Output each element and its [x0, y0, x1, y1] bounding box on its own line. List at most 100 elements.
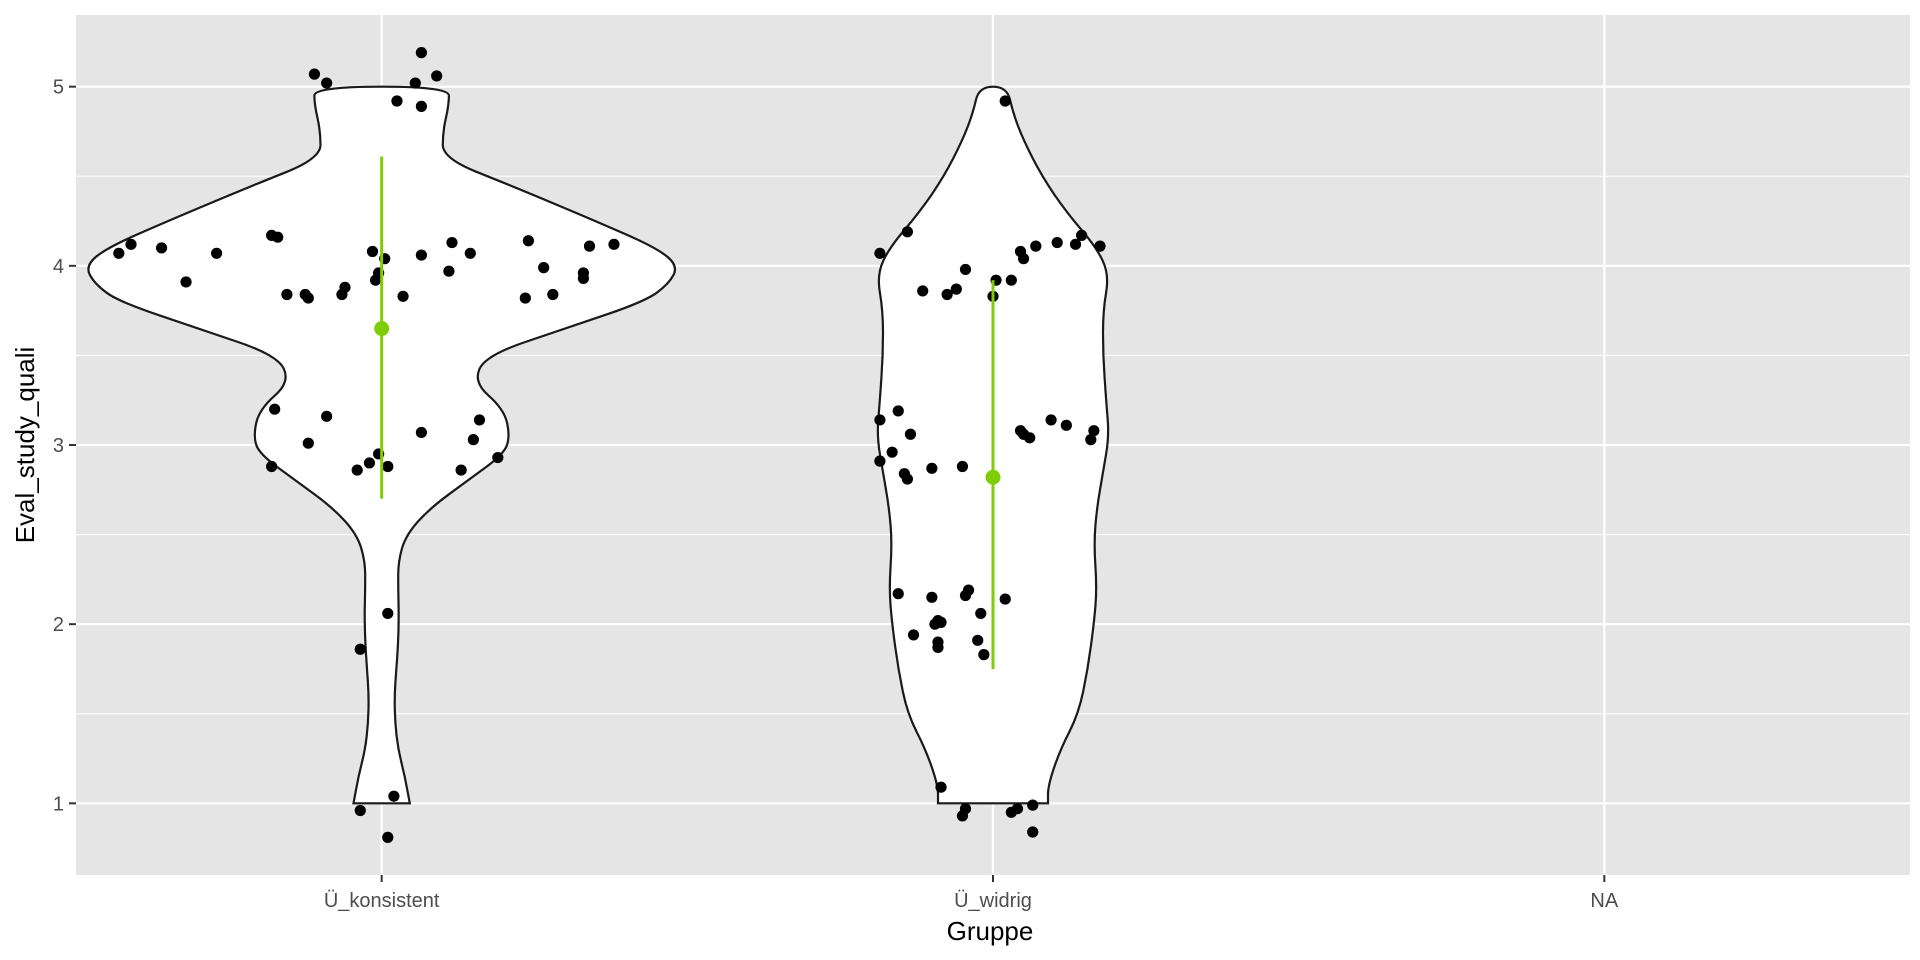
data-point: [431, 70, 443, 82]
data-point: [886, 446, 898, 458]
data-point: [941, 288, 953, 301]
data-point: [113, 247, 125, 259]
data-point: [351, 464, 363, 476]
data-point: [1030, 240, 1042, 252]
data-point: [926, 591, 938, 603]
data-point: [382, 607, 394, 620]
data-point: [522, 235, 534, 247]
y-tick-label: 3: [53, 435, 64, 457]
data-point: [577, 267, 590, 279]
data-point: [1069, 238, 1082, 250]
data-point: [874, 455, 886, 467]
data-point: [321, 410, 333, 422]
data-point: [1027, 799, 1039, 811]
data-point: [917, 285, 929, 297]
data-point: [180, 276, 192, 288]
data-point: [959, 263, 972, 276]
data-point: [1076, 229, 1088, 241]
y-axis-title: Eval_study_quali: [10, 347, 40, 544]
data-point: [1060, 419, 1072, 431]
data-point: [999, 593, 1011, 605]
data-point: [956, 460, 969, 473]
data-point: [978, 649, 990, 661]
data-point: [975, 607, 987, 620]
data-point: [1088, 425, 1100, 437]
data-point: [266, 460, 278, 473]
data-point: [1017, 253, 1030, 265]
data-point: [464, 247, 476, 259]
data-point: [1094, 240, 1106, 252]
data-point: [901, 226, 914, 238]
data-point: [962, 584, 975, 596]
data-point: [538, 262, 550, 274]
data-point: [415, 100, 428, 112]
data-point: [321, 77, 333, 89]
data-point: [308, 68, 321, 80]
data-point: [492, 451, 504, 464]
data-point: [415, 47, 428, 59]
data-point: [339, 281, 351, 293]
x-tick-label: NA: [1590, 890, 1618, 912]
data-point: [269, 403, 281, 415]
data-point: [388, 790, 400, 802]
mean-point: [374, 321, 390, 337]
data-point: [415, 249, 428, 261]
data-point: [935, 616, 947, 628]
data-point: [1085, 434, 1097, 446]
x-tick-label: Ü_widrig: [954, 890, 1032, 912]
data-point: [354, 804, 366, 817]
data-point: [874, 247, 886, 259]
data-point: [972, 634, 984, 646]
y-tick-label: 1: [53, 793, 64, 815]
data-point: [467, 434, 479, 446]
data-point: [1011, 803, 1024, 815]
data-point: [935, 781, 947, 793]
data-point: [382, 831, 394, 843]
data-point: [382, 460, 394, 473]
y-tick-label: 2: [53, 614, 64, 636]
data-point: [950, 283, 962, 295]
data-point: [519, 292, 531, 304]
data-point: [455, 464, 467, 476]
data-point: [926, 462, 938, 474]
mean-point: [985, 469, 1001, 485]
data-point: [904, 428, 917, 440]
data-point: [1027, 826, 1039, 838]
data-point: [907, 629, 920, 641]
data-point: [211, 247, 223, 259]
data-point: [1024, 432, 1036, 444]
data-point: [366, 245, 379, 258]
data-point: [1005, 274, 1017, 286]
data-point: [874, 414, 886, 426]
axes: 1 2 3 4 5 Ü_konsistent Ü_widrig NA: [53, 77, 1619, 912]
data-point: [1051, 236, 1063, 249]
data-point: [443, 265, 455, 277]
data-point: [391, 95, 403, 107]
x-axis-title: Gruppe: [947, 916, 1034, 946]
x-tick-label: Ü_konsistent: [324, 890, 440, 912]
data-point: [608, 238, 620, 250]
data-point: [932, 636, 944, 648]
data-point: [155, 242, 168, 254]
data-point: [547, 288, 559, 301]
data-point: [363, 457, 376, 469]
data-point: [302, 437, 314, 449]
data-point: [446, 236, 458, 249]
data-point: [901, 473, 914, 485]
summaries: [374, 156, 1001, 669]
data-point: [272, 231, 284, 243]
data-point: [415, 426, 428, 439]
data-point: [959, 803, 972, 815]
data-point: [302, 292, 314, 304]
data-point: [999, 95, 1011, 107]
y-tick-label: 4: [53, 256, 64, 278]
data-point: [583, 240, 596, 252]
y-tick-label: 5: [53, 77, 64, 99]
data-point: [354, 643, 366, 655]
data-point: [473, 414, 486, 426]
data-point: [892, 588, 904, 600]
data-point: [281, 288, 293, 301]
data-point: [125, 238, 137, 250]
